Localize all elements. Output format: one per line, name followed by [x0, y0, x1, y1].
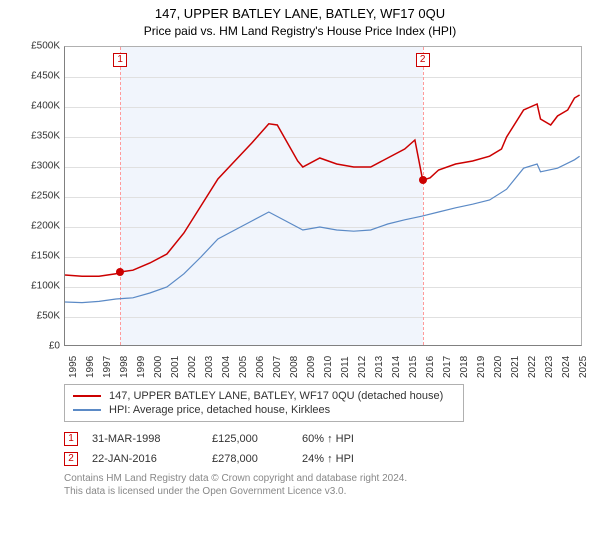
- x-tick-label: 2008: [289, 356, 300, 378]
- y-tick-label: £200K: [31, 221, 60, 232]
- transaction-marker-1: 1: [64, 432, 78, 446]
- y-tick-label: £400K: [31, 101, 60, 112]
- chart-area: 12 £0£50K£100K£150K£200K£250K£300K£350K£…: [18, 46, 582, 376]
- chart-marker-box: 2: [416, 53, 430, 67]
- series-property: [65, 95, 580, 276]
- chart-subtitle: Price paid vs. HM Land Registry's House …: [18, 24, 582, 38]
- footer-line1: Contains HM Land Registry data © Crown c…: [64, 472, 582, 485]
- transaction-row: 2 22-JAN-2016 £278,000 24% ↑ HPI: [64, 452, 582, 466]
- line-layer: [65, 47, 583, 347]
- transaction-table: 1 31-MAR-1998 £125,000 60% ↑ HPI 2 22-JA…: [64, 432, 582, 466]
- x-tick-label: 1997: [102, 356, 113, 378]
- y-tick-label: £500K: [31, 41, 60, 52]
- legend-label-property: 147, UPPER BATLEY LANE, BATLEY, WF17 0QU…: [109, 390, 443, 402]
- y-tick-label: £100K: [31, 281, 60, 292]
- x-tick-label: 2015: [408, 356, 419, 378]
- legend-swatch-property: [73, 395, 101, 397]
- y-tick-label: £50K: [37, 311, 60, 322]
- x-tick-label: 2003: [204, 356, 215, 378]
- x-tick-label: 2023: [544, 356, 555, 378]
- x-tick-label: 2004: [221, 356, 232, 378]
- x-tick-label: 2024: [561, 356, 572, 378]
- y-tick-label: £250K: [31, 191, 60, 202]
- y-tick-label: £150K: [31, 251, 60, 262]
- x-tick-label: 2019: [476, 356, 487, 378]
- legend-item-hpi: HPI: Average price, detached house, Kirk…: [73, 403, 455, 417]
- legend-item-property: 147, UPPER BATLEY LANE, BATLEY, WF17 0QU…: [73, 389, 455, 403]
- transaction-price: £125,000: [212, 433, 302, 445]
- x-tick-label: 2012: [357, 356, 368, 378]
- transaction-pct: 24% ↑ HPI: [302, 453, 402, 465]
- legend-label-hpi: HPI: Average price, detached house, Kirk…: [109, 404, 330, 416]
- chart-title: 147, UPPER BATLEY LANE, BATLEY, WF17 0QU: [18, 6, 582, 21]
- sale-dot: [419, 176, 427, 184]
- y-tick-label: £0: [49, 341, 60, 352]
- x-tick-label: 2007: [272, 356, 283, 378]
- x-tick-label: 2005: [238, 356, 249, 378]
- x-tick-label: 2006: [255, 356, 266, 378]
- x-tick-label: 2013: [374, 356, 385, 378]
- x-tick-label: 2011: [340, 356, 351, 378]
- legend: 147, UPPER BATLEY LANE, BATLEY, WF17 0QU…: [64, 384, 464, 422]
- x-tick-label: 2020: [493, 356, 504, 378]
- y-tick-label: £350K: [31, 131, 60, 142]
- x-tick-label: 2018: [459, 356, 470, 378]
- x-tick-label: 2002: [187, 356, 198, 378]
- transaction-row: 1 31-MAR-1998 £125,000 60% ↑ HPI: [64, 432, 582, 446]
- x-tick-label: 1995: [68, 356, 79, 378]
- transaction-price: £278,000: [212, 453, 302, 465]
- transaction-pct: 60% ↑ HPI: [302, 433, 402, 445]
- legend-swatch-hpi: [73, 409, 101, 411]
- x-tick-label: 2016: [425, 356, 436, 378]
- x-tick-label: 1996: [85, 356, 96, 378]
- sale-dot: [116, 268, 124, 276]
- x-tick-label: 2001: [170, 356, 181, 378]
- footer-attribution: Contains HM Land Registry data © Crown c…: [64, 472, 582, 498]
- y-tick-label: £450K: [31, 71, 60, 82]
- plot-area: 12: [64, 46, 582, 346]
- y-tick-label: £300K: [31, 161, 60, 172]
- x-tick-label: 2014: [391, 356, 402, 378]
- x-tick-label: 1998: [119, 356, 130, 378]
- x-tick-label: 2009: [306, 356, 317, 378]
- x-tick-label: 1999: [136, 356, 147, 378]
- x-tick-label: 2017: [442, 356, 453, 378]
- transaction-date: 22-JAN-2016: [92, 453, 212, 465]
- x-tick-label: 2010: [323, 356, 334, 378]
- transaction-date: 31-MAR-1998: [92, 433, 212, 445]
- x-tick-label: 2025: [578, 356, 589, 378]
- x-tick-label: 2000: [153, 356, 164, 378]
- footer-line2: This data is licensed under the Open Gov…: [64, 485, 582, 498]
- series-hpi: [65, 156, 580, 302]
- chart-container: 147, UPPER BATLEY LANE, BATLEY, WF17 0QU…: [0, 0, 600, 560]
- x-tick-label: 2021: [510, 356, 521, 378]
- x-tick-label: 2022: [527, 356, 538, 378]
- chart-marker-box: 1: [113, 53, 127, 67]
- transaction-marker-2: 2: [64, 452, 78, 466]
